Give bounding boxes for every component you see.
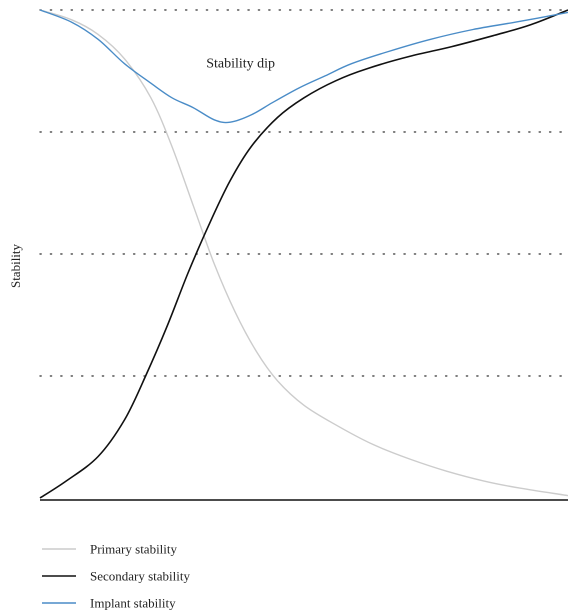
- y-axis-label: Stability: [8, 243, 23, 288]
- secondary-stability-line: [39, 9, 568, 499]
- legend-label-primary-stability: Primary stability: [90, 542, 178, 557]
- gridlines: [39, 9, 568, 377]
- stability-dip-annotation: Stability dip: [206, 57, 275, 72]
- legend-item-primary-stability: Primary stability: [42, 542, 178, 557]
- implant-stability-line: [39, 9, 568, 124]
- primary-stability-line: [39, 9, 568, 497]
- legend-label-secondary-stability: Secondary stability: [90, 569, 191, 584]
- legend-item-secondary-stability: Secondary stability: [42, 569, 191, 584]
- series-lines: [39, 9, 568, 499]
- legend: Primary stability Secondary stability Impl…: [42, 542, 191, 611]
- legend-item-implant-stability: Implant stability: [42, 596, 176, 611]
- legend-label-implant-stability: Implant stability: [90, 596, 176, 611]
